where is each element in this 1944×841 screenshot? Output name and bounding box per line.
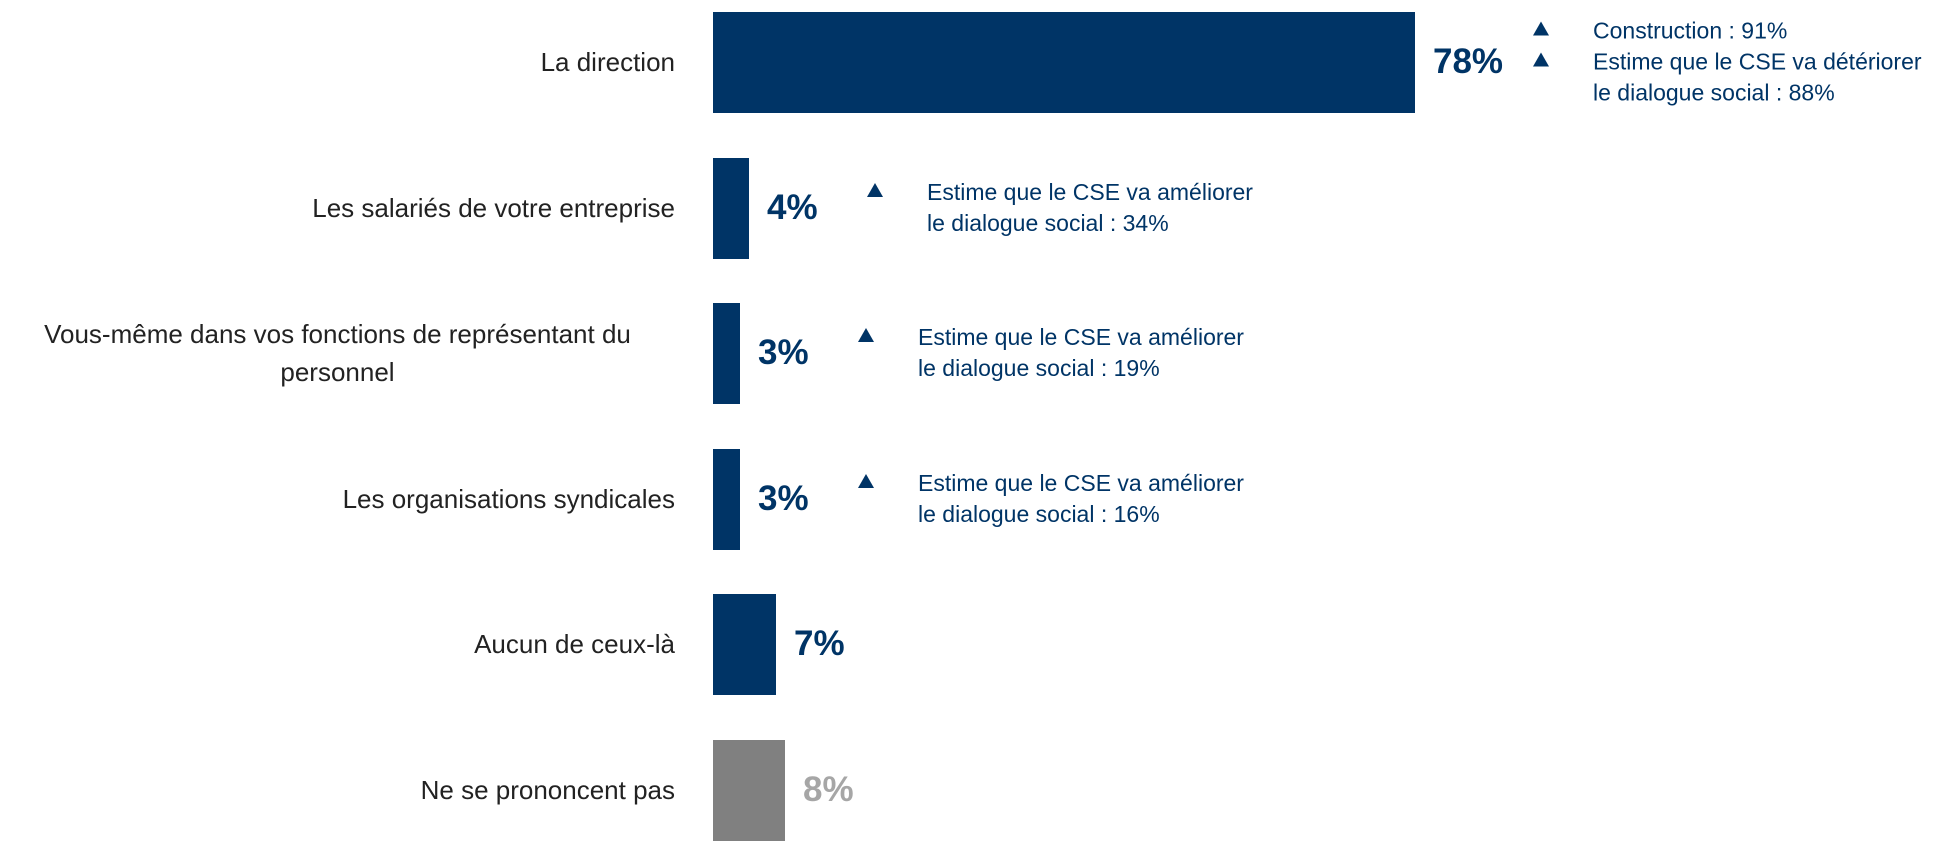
annotation-row: Estime que le CSE va détériorer le dialo… [1533, 47, 1923, 109]
category-label-box: Les salariés de votre entreprise [0, 189, 675, 227]
category-label-box: Aucun de ceux-là [0, 625, 675, 663]
bar [713, 157, 749, 259]
annotation-text: Estime que le CSE va améliorer le dialog… [918, 324, 1244, 382]
bar [713, 740, 785, 841]
up-triangle [858, 328, 874, 343]
annotation-row: Estime que le CSE va améliorer le dialog… [858, 468, 1248, 530]
value-label: 4% [767, 187, 818, 227]
up-triangle [867, 182, 883, 197]
category-label: Les salariés de votre entreprise [312, 192, 675, 223]
annotation-text: Construction : 91% [1593, 17, 1788, 44]
bar [713, 448, 740, 550]
category-label-box: Les organisations syndicales [0, 480, 675, 518]
up-triangle [858, 473, 874, 488]
category-label: Ne se prononcent pas [420, 775, 675, 805]
annotation-text: Estime que le CSE va détériorer le dialo… [1593, 48, 1922, 106]
category-label-box: Ne se prononcent pas [0, 771, 675, 809]
value-label: 8% [803, 770, 854, 809]
value-label: 3% [758, 333, 809, 373]
annotation-row: Construction : 91% [1533, 16, 1923, 47]
category-label-box: La direction [0, 43, 675, 81]
category-label: Vous-même dans vos fonctions de représen… [44, 319, 631, 388]
bar [713, 303, 740, 405]
value-label: 7% [794, 624, 845, 664]
annotation: Construction : 91% Estime que le CSE va d… [1533, 16, 1923, 109]
annotation-row: Estime que le CSE va améliorer le dialog… [867, 177, 1257, 239]
value-label: 3% [758, 478, 809, 518]
annotation: Estime que le CSE va améliorer le dialog… [858, 468, 1248, 530]
category-label: Les organisations syndicales [342, 483, 675, 514]
annotation-text: Estime que le CSE va améliorer le dialog… [927, 178, 1253, 236]
annotation: Estime que le CSE va améliorer le dialog… [867, 177, 1257, 239]
bar [713, 594, 776, 696]
up-triangle [1533, 52, 1549, 67]
category-label: La direction [540, 47, 675, 77]
value-label: 78% [1433, 42, 1504, 81]
bar [713, 12, 1415, 113]
annotation-row: Estime que le CSE va améliorer le dialog… [858, 322, 1248, 384]
category-label-box: Vous-même dans vos fonctions de représen… [0, 315, 675, 391]
up-triangle [1533, 21, 1549, 36]
annotation: Estime que le CSE va améliorer le dialog… [858, 322, 1248, 384]
annotation-text: Estime que le CSE va améliorer le dialog… [918, 469, 1244, 527]
category-label: Aucun de ceux-là [474, 629, 675, 660]
